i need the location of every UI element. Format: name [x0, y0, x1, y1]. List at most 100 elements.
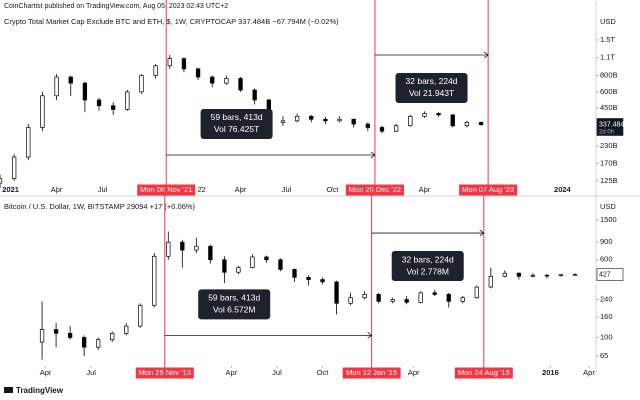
y-tick-label: 900: [600, 237, 613, 246]
candle-body: [464, 122, 470, 127]
range-info-text: 32 bars, 224d: [406, 76, 458, 86]
candle-body: [194, 245, 199, 251]
last-price-box: [596, 118, 624, 136]
range-info-box: [391, 251, 464, 282]
candle-body: [294, 115, 300, 122]
candle-body: [40, 95, 45, 128]
publish-info: CoinChartist published on TradingView.co…: [4, 3, 228, 10]
currency: USD: [600, 17, 616, 26]
x-tick-label: Jul: [272, 368, 282, 377]
candle-body: [96, 339, 101, 348]
last-price-label: 337.484B: [599, 121, 629, 128]
candle-body: [422, 113, 427, 117]
y-tick-label: 65: [600, 351, 608, 360]
candle-body: [82, 82, 88, 101]
candle-body: [250, 256, 255, 269]
x-tick-label: Jul: [282, 185, 292, 194]
y-tick-label: 125B: [600, 176, 618, 185]
marker-label-bg: [459, 184, 518, 196]
candle-body: [362, 294, 367, 299]
y-tick-label: 600: [600, 255, 613, 264]
candle-body: [348, 297, 353, 304]
candle-body: [394, 125, 399, 132]
x-tick-label: 2021: [2, 185, 19, 194]
y-tick-label: 450B: [600, 103, 618, 112]
candle-body: [436, 113, 441, 116]
candle-body: [238, 78, 243, 91]
candle-body: [432, 292, 437, 295]
x-tick-label: Apr: [40, 368, 52, 377]
candle-body: [222, 259, 227, 273]
candle-body: [181, 58, 187, 70]
candle-body: [111, 105, 116, 110]
arrow-head: [483, 51, 489, 59]
marker-label: Mon 26 Dec '22: [349, 185, 401, 194]
candle-body: [390, 299, 395, 302]
candle-body: [264, 256, 269, 261]
candle-body: [54, 76, 59, 97]
range-info-text: 59 bars, 413d: [211, 112, 263, 122]
y-tick-label: 800B: [600, 71, 618, 80]
candle-body: [309, 115, 314, 120]
x-tick-label: Jul: [86, 368, 96, 377]
y-tick-label: 240: [600, 294, 613, 303]
candle-body: [68, 76, 73, 84]
candle-body: [460, 297, 465, 302]
candle-body: [572, 274, 578, 276]
candle-body: [418, 292, 423, 303]
candle-body: [376, 294, 381, 302]
candle-body: [558, 274, 564, 277]
range-info-text: 32 bars, 224d: [402, 254, 454, 264]
range-info-text: 59 bars, 413d: [208, 293, 260, 303]
arrow-head: [479, 229, 485, 237]
last-price-box: [596, 268, 624, 281]
logo: TradingView: [4, 386, 64, 395]
candle-body: [96, 99, 102, 107]
x-tick-label: 2016: [542, 368, 559, 377]
x-tick-label: Apr: [583, 368, 595, 377]
candle-body: [210, 76, 215, 84]
range-info-box: [198, 289, 271, 320]
candle-body: [474, 286, 479, 299]
marker-label-bg: [454, 367, 513, 379]
x-tick-label: Oct: [317, 368, 330, 377]
candle-body: [478, 122, 484, 125]
candle-body: [208, 245, 213, 261]
marker-label: Mon 25 Nov '13: [139, 368, 191, 377]
candle-body: [39, 329, 45, 343]
candle-body: [26, 127, 31, 158]
candle-body: [11, 156, 17, 179]
candle-body: [530, 274, 536, 277]
currency: USD: [600, 202, 616, 211]
candle-body: [0, 178, 3, 184]
y-tick-label: 100: [600, 332, 613, 341]
candle-body: [323, 118, 328, 122]
range-info-text: Vol 21.943T: [409, 88, 454, 98]
marker-label: Mon 12 Jan '15: [346, 368, 397, 377]
marker-label-bg: [135, 367, 194, 379]
candle-body: [450, 114, 455, 127]
arrow-head: [367, 332, 373, 339]
brand: TradingView: [16, 386, 64, 395]
marker-label-bg: [137, 184, 196, 196]
candle-body: [195, 68, 201, 78]
candle-body: [446, 294, 451, 302]
candle-body: [404, 299, 409, 303]
candle-body: [365, 123, 371, 128]
range-info-box: [395, 72, 468, 103]
x-tick-label: Oct: [327, 185, 340, 194]
arrow-head: [370, 151, 376, 159]
range-info-box: [200, 108, 273, 139]
candle-body: [502, 272, 507, 277]
legend: Bitcoin / U.S. Dollar, 1W, BITSTAMP 2909…: [4, 202, 196, 211]
candle-body: [252, 89, 257, 101]
candle-body: [337, 118, 342, 122]
candle-body: [53, 329, 59, 334]
x-tick-label: 22: [197, 185, 205, 194]
candle-body: [81, 337, 87, 348]
candle-body: [125, 91, 130, 110]
range-info-text: Vol 76.425T: [214, 124, 259, 134]
